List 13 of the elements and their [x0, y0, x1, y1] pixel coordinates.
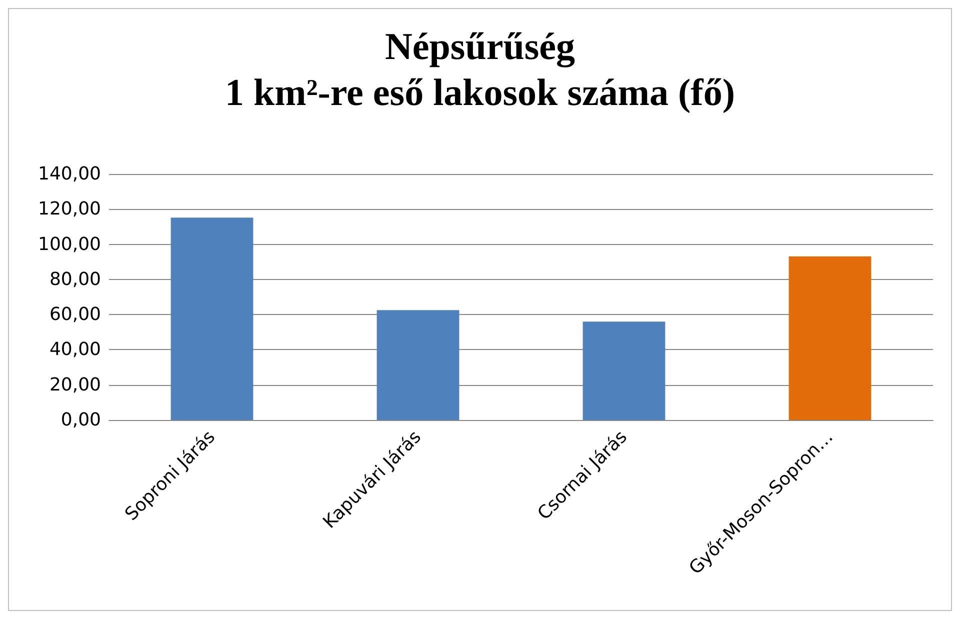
- y-tick-label: 80,00: [49, 268, 101, 290]
- bar: [170, 218, 254, 420]
- y-tick-label: 20,00: [49, 374, 101, 396]
- bar: [582, 322, 666, 420]
- y-tick-label: 60,00: [49, 304, 101, 326]
- y-tick-label: 100,00: [38, 234, 101, 255]
- y-tick-label: 40,00: [49, 339, 101, 360]
- y-tick-label: 0,00: [60, 410, 101, 430]
- y-tick-label: 120,00: [38, 198, 101, 220]
- chart-title: Népsűrűség 1 km²-re eső lakosok száma (fő): [225, 26, 735, 114]
- y-tick-label: 140,00: [38, 164, 101, 184]
- bar: [376, 310, 460, 420]
- bar: [788, 256, 872, 420]
